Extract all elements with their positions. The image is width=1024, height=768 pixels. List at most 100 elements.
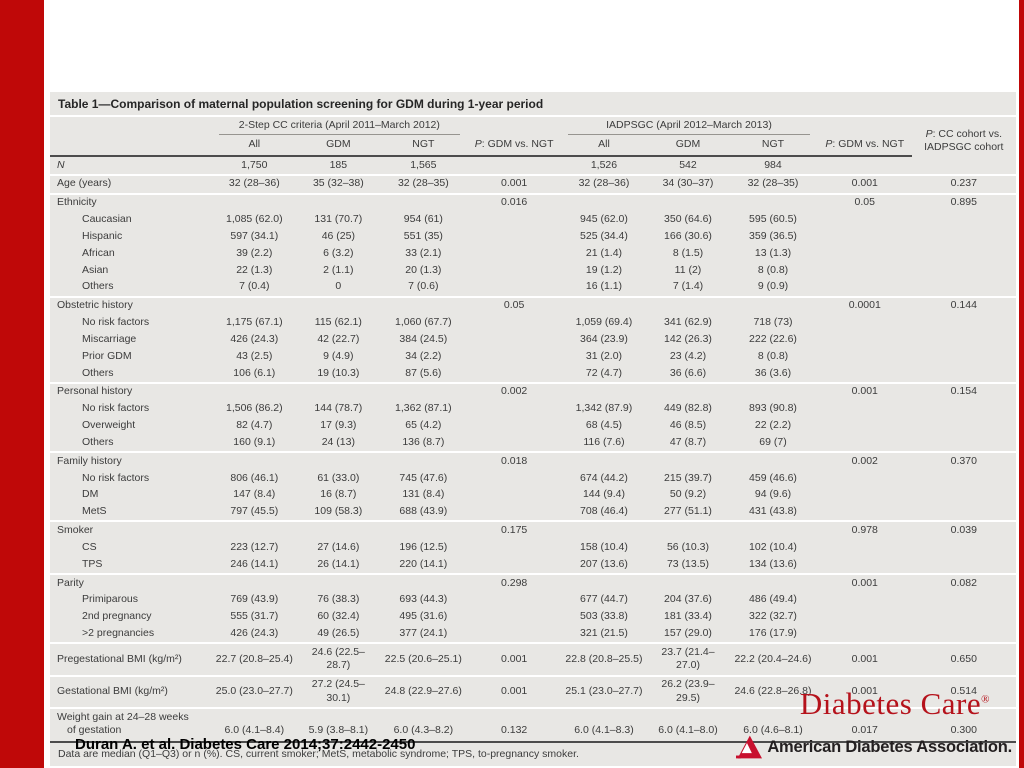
- iadpsgc-span-header: IADPSGC (April 2012–March 2013): [560, 117, 818, 137]
- row-label: Primiparous: [82, 593, 139, 606]
- data-cell: 20 (1.3): [405, 263, 442, 276]
- data-cell: [298, 520, 379, 540]
- data-cell: 24.8 (22.9–27.6): [378, 674, 469, 709]
- data-cell: 525 (34.4): [580, 229, 628, 242]
- data-cell: [818, 592, 912, 609]
- data-cell: [298, 381, 379, 401]
- table-header: 2-Step CC criteria (April 2011–March 201…: [50, 117, 1016, 158]
- data-cell: 551 (35): [403, 229, 443, 242]
- data-cell: 22 (1.3): [236, 263, 273, 276]
- data-cell: [912, 434, 1016, 452]
- row-label: No risk factors: [82, 402, 150, 415]
- data-cell: 17 (9.3): [320, 419, 357, 432]
- data-cell: 431 (43.8): [749, 505, 797, 518]
- data-cell: [468, 156, 560, 175]
- data-cell: [468, 504, 560, 522]
- data-cell: 1,506 (86.2): [225, 402, 283, 415]
- data-cell: 42 (22.7): [317, 332, 360, 345]
- data-cell: [728, 295, 818, 315]
- data-cell: 27 (14.6): [317, 540, 360, 553]
- data-cell: [560, 451, 648, 470]
- data-cell: [468, 556, 560, 574]
- data-cell: 16 (8.7): [320, 488, 357, 501]
- data-cell: [912, 315, 1016, 332]
- data-cell: 0.978: [817, 520, 912, 540]
- data-cell: 22.7 (20.8–25.4): [210, 642, 299, 676]
- row-label: Others: [82, 280, 114, 293]
- table-row: Family history 0.018 0.002 0.370: [50, 451, 1016, 470]
- data-cell: 19 (10.3): [317, 366, 360, 379]
- data-cell: [912, 539, 1016, 556]
- data-cell: 26.2 (23.9–29.5): [647, 674, 729, 709]
- row-label: Prior GDM: [82, 349, 132, 362]
- data-cell: 220 (14.1): [399, 557, 448, 570]
- data-cell: 196 (12.5): [399, 540, 448, 553]
- data-cell: 158 (10.4): [580, 540, 628, 553]
- table-row: TPS 246 (14.1) 26 (14.1) 220 (14.1) 207 (13.…: [50, 556, 1016, 574]
- data-cell: 204 (37.6): [664, 593, 712, 606]
- cc-criteria-span-header: 2-Step CC criteria (April 2011–March 201…: [210, 117, 468, 137]
- data-cell: [912, 262, 1016, 279]
- data-cell: [728, 192, 818, 212]
- row-label: Age (years): [50, 173, 211, 194]
- data-cell: [298, 572, 379, 592]
- data-cell: 19 (1.2): [585, 263, 623, 276]
- data-cell: [468, 417, 560, 434]
- data-cell: 56 (10.3): [666, 540, 709, 553]
- data-cell: [647, 295, 729, 315]
- data-cell: 384 (24.5): [399, 332, 448, 345]
- p-cohort-line1: : CC cohort vs.: [932, 127, 1003, 140]
- table-row: CS 223 (12.7) 27 (14.6) 196 (12.5) 158 (10.4…: [50, 539, 1016, 556]
- data-cell: 16 (1.1): [585, 280, 623, 293]
- data-cell: 176 (17.9): [749, 627, 797, 640]
- table1-card: Table 1—Comparison of maternal populatio…: [50, 92, 1016, 767]
- data-cell: [647, 520, 729, 540]
- table-row: No risk factors 1,506 (86.2) 144 (78.7) 1,3…: [50, 401, 1016, 418]
- data-cell: 0.001: [468, 173, 561, 194]
- data-cell: 147 (8.4): [233, 488, 276, 501]
- left-red-accent-bar: [0, 0, 44, 768]
- row-label: >2 pregnancies: [82, 627, 155, 640]
- data-cell: [912, 556, 1016, 574]
- data-cell: 718 (73): [753, 316, 793, 329]
- data-cell: 321 (21.5): [580, 627, 628, 640]
- data-cell: [912, 245, 1016, 262]
- data-cell: 35 (32–38): [298, 173, 379, 194]
- table-body: N 1,750 185 1,565 1,526 542 984 Age (years) 32 (…: [50, 156, 1016, 744]
- ada-logo: American Diabetes Association.: [736, 735, 1012, 759]
- iadpsgc-span-label: IADPSGC (April 2012–March 2013): [568, 119, 810, 136]
- p-cohort-header: P: CC cohort vs. IADPSGC cohort: [912, 117, 1016, 156]
- empty-corner: [50, 117, 210, 137]
- data-cell: 1,059 (69.4): [575, 316, 633, 329]
- data-cell: 893 (90.8): [749, 402, 797, 415]
- data-cell: 0.001: [817, 572, 912, 592]
- table-row: Parity 0.298 0.001 0.082: [50, 572, 1016, 592]
- data-cell: 0.001: [817, 173, 912, 194]
- data-cell: [912, 625, 1016, 643]
- data-cell: [912, 504, 1016, 522]
- data-cell: [818, 434, 912, 452]
- data-cell: [468, 315, 560, 332]
- data-cell: 1,085 (62.0): [225, 213, 283, 226]
- data-cell: [298, 192, 379, 212]
- spacer: [468, 117, 560, 137]
- table-row: Prior GDM 43 (2.5) 9 (4.9) 34 (2.2) 31 (2.0)…: [50, 348, 1016, 365]
- data-cell: 945 (62.0): [580, 213, 628, 226]
- data-cell: 359 (36.5): [749, 229, 797, 242]
- data-cell: 23.7 (21.4–27.0): [647, 642, 729, 676]
- data-cell: [728, 381, 818, 401]
- data-cell: 94 (9.6): [754, 488, 792, 501]
- data-cell: 0.154: [911, 381, 1016, 401]
- data-cell: 6.0 (4.3–8.2): [378, 707, 469, 744]
- diabetes-care-logo-text: Diabetes Care: [799, 686, 982, 721]
- data-cell: 322 (32.7): [749, 610, 797, 623]
- row-label: Obstetric history: [50, 295, 211, 315]
- data-cell: [210, 295, 299, 315]
- data-cell: [560, 520, 648, 540]
- data-cell: [210, 381, 299, 401]
- data-cell: 449 (82.8): [664, 402, 712, 415]
- data-cell: [468, 487, 560, 504]
- data-cell: [818, 470, 912, 487]
- data-cell: 223 (12.7): [230, 540, 279, 553]
- row-label: Weight gain at 24–28 weeks of gestation: [50, 707, 211, 744]
